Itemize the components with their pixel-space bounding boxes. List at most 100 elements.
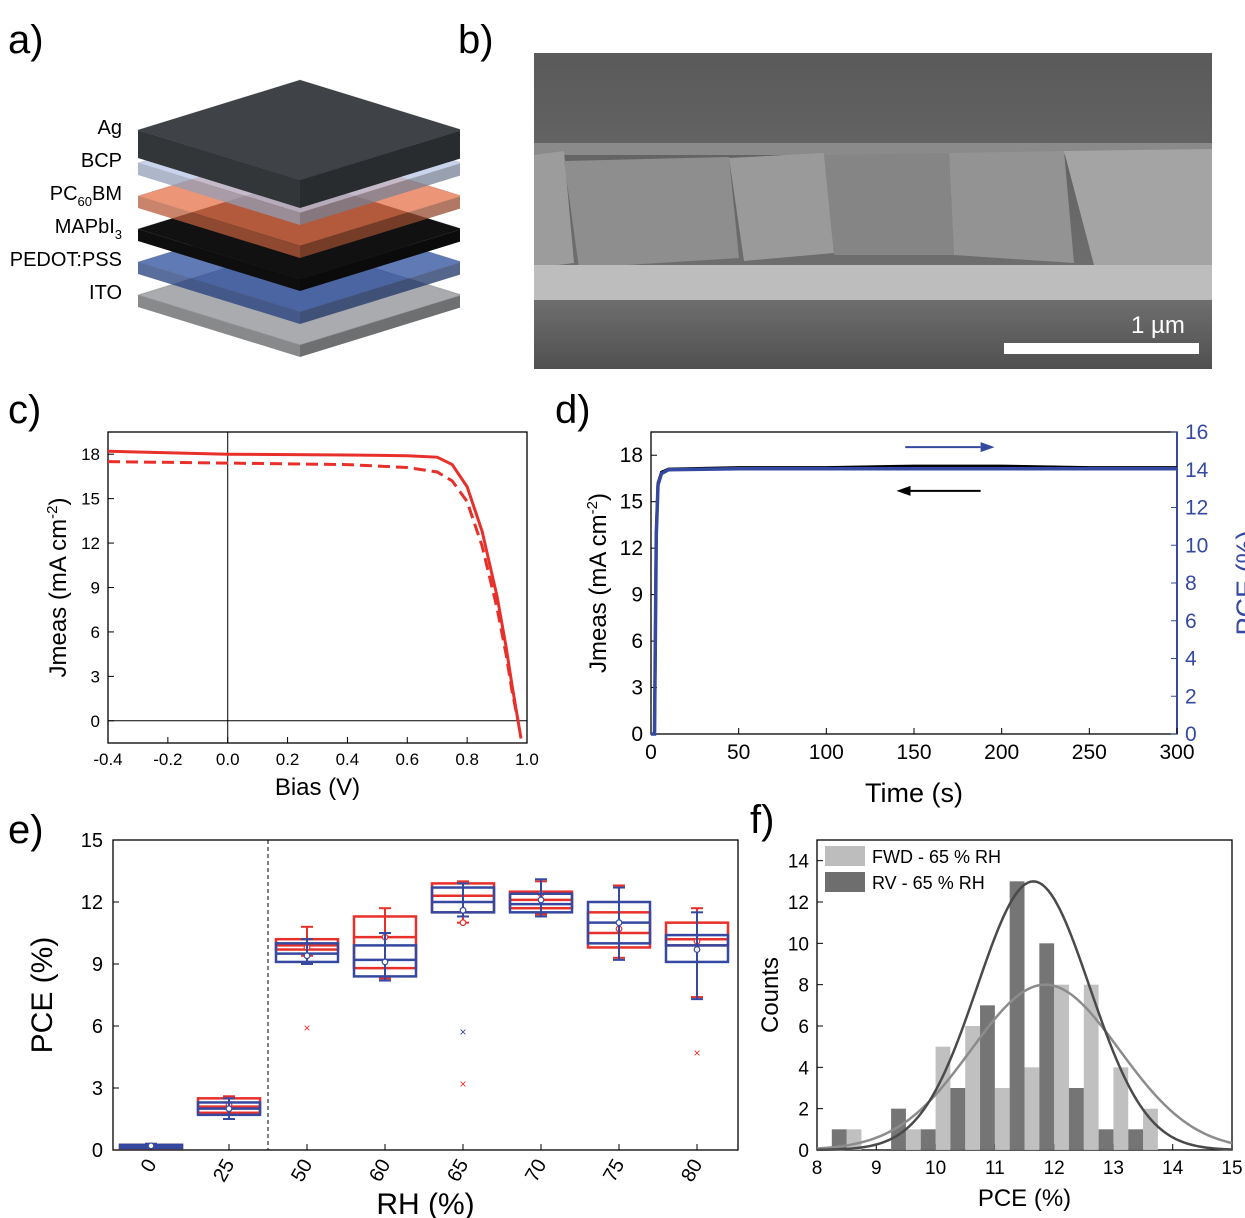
legend-swatch-fwd bbox=[825, 846, 865, 866]
outlier-red: × bbox=[693, 1046, 700, 1060]
y-axis-title: Jmeas (mA cm-2) bbox=[584, 493, 612, 673]
y-tick-label: 10 bbox=[788, 934, 809, 955]
y-tick-label: 12 bbox=[788, 893, 809, 914]
panel-label-a: a) bbox=[8, 18, 44, 62]
y2-tick-label: 0 bbox=[1185, 723, 1197, 746]
histogram-bar-dark bbox=[1068, 1088, 1084, 1150]
y-tick-label: 8 bbox=[798, 976, 809, 997]
y-tick-label: 0 bbox=[92, 1140, 103, 1162]
y2-tick-label: 10 bbox=[1185, 534, 1208, 557]
x-tick-label: 12 bbox=[1044, 1158, 1065, 1179]
layer-label-0: Ag bbox=[98, 117, 122, 139]
y-tick-label: 6 bbox=[92, 1016, 103, 1038]
y-tick-label: 15 bbox=[81, 490, 100, 509]
histogram-bar-light bbox=[905, 1129, 921, 1150]
x-tick-label: 10 bbox=[925, 1158, 946, 1179]
y-tick-label: 4 bbox=[798, 1058, 809, 1079]
x-tick-label: 50 bbox=[287, 1156, 317, 1186]
y2-tick-label: 2 bbox=[1185, 685, 1197, 708]
x-axis-title: Bias (V) bbox=[275, 774, 360, 801]
layer-label-suffix: BM bbox=[92, 183, 122, 205]
x-tick-label: -0.4 bbox=[93, 750, 122, 769]
x-tick-label: 0.2 bbox=[276, 750, 300, 769]
y-tick-label: 3 bbox=[92, 1078, 103, 1100]
panel-label-b: b) bbox=[458, 18, 494, 62]
y-tick-label: 14 bbox=[788, 852, 810, 873]
substrate-layer bbox=[534, 265, 1212, 300]
perovskite-grains bbox=[534, 149, 1212, 268]
gaussian-fit-rv bbox=[816, 880, 1233, 1152]
scale-bar-label: 1 µm bbox=[1131, 312, 1185, 339]
y2-tick-label: 8 bbox=[1185, 572, 1197, 595]
outlier-blue: × bbox=[459, 1025, 466, 1039]
histogram-bar-dark bbox=[1039, 943, 1055, 1150]
x-tick-label: 250 bbox=[1072, 741, 1107, 764]
x-axis-title: RH (%) bbox=[376, 1188, 474, 1218]
layer-side-right-4 bbox=[300, 262, 460, 324]
y-tick-label: 9 bbox=[91, 579, 100, 598]
y-tick-label: 12 bbox=[620, 537, 643, 560]
panel-label-e: e) bbox=[8, 808, 44, 852]
x-tick-label: 8 bbox=[812, 1158, 823, 1179]
y-tick-label: 9 bbox=[631, 584, 643, 607]
box-mean-blue bbox=[615, 919, 623, 927]
layer-label-4: PEDOT:PSS bbox=[10, 249, 122, 271]
legend-label-rv: RV - 65 % RH bbox=[872, 873, 985, 893]
layer-side-right-3 bbox=[300, 229, 460, 291]
histogram-bar-dark bbox=[920, 1129, 936, 1150]
x-tick-label: 9 bbox=[871, 1158, 882, 1179]
plot-frame bbox=[650, 431, 1178, 735]
layer-side-left-1 bbox=[138, 163, 300, 225]
histogram-bar-light bbox=[1143, 1108, 1158, 1150]
legend-label-fwd: FWD - 65 % RH bbox=[872, 847, 1001, 867]
outlier-red: × bbox=[303, 1021, 310, 1035]
x-axis-title: Time (s) bbox=[865, 778, 963, 808]
layer-side-right-2 bbox=[300, 196, 460, 258]
y2-tick-label: 16 bbox=[1185, 421, 1208, 444]
y-tick-label: 3 bbox=[631, 677, 643, 700]
y-tick-label: 15 bbox=[81, 830, 103, 852]
x-tick-label: 200 bbox=[984, 741, 1019, 764]
y-tick-label: 9 bbox=[92, 954, 103, 976]
y-tick-label: 15 bbox=[620, 491, 643, 514]
box-mean-blue bbox=[303, 952, 311, 960]
jmeas-trace bbox=[651, 464, 1177, 736]
y-tick-label: 3 bbox=[91, 667, 100, 686]
x-tick-label: 1.0 bbox=[515, 750, 539, 769]
histogram-bar-dark bbox=[1009, 881, 1025, 1150]
y-axis-title: PCE (%) bbox=[26, 937, 59, 1054]
legend-swatch-rv bbox=[825, 872, 865, 892]
y-tick-label: 18 bbox=[620, 444, 643, 467]
box-mean-blue bbox=[693, 946, 701, 953]
x-tick-label: 100 bbox=[809, 741, 844, 764]
y-tick-label: 18 bbox=[81, 445, 100, 464]
layer-label-1: BCP bbox=[81, 150, 122, 172]
sem-cross-section: 1 µm bbox=[534, 53, 1212, 369]
histogram-bar-dark bbox=[980, 1005, 995, 1150]
histogram-bar-dark bbox=[1098, 1129, 1114, 1150]
y-tick-label: 6 bbox=[91, 623, 100, 642]
histogram-bar-dark bbox=[950, 1088, 966, 1150]
layer-side-left-0 bbox=[138, 130, 300, 208]
device-stack-diagram: ITO PEDOT:PSS MAPbI3 PC60BM BCP Ag bbox=[10, 79, 460, 357]
jv-curve-dashed bbox=[107, 460, 520, 722]
y-axis-title-sup: -2 bbox=[44, 505, 61, 518]
y-axis-title: Counts bbox=[757, 957, 784, 1033]
y-tick-label: 2 bbox=[798, 1100, 809, 1121]
y-axis-title-sup: -2 bbox=[584, 501, 601, 514]
layer-label-subscript: 3 bbox=[115, 227, 122, 242]
x-tick-label: 50 bbox=[727, 741, 750, 764]
histogram-bar-light bbox=[1113, 1067, 1129, 1150]
x-tick-label: -0.2 bbox=[153, 750, 182, 769]
panel-label-f: f) bbox=[750, 798, 775, 842]
x-tick-label: 75 bbox=[599, 1156, 629, 1186]
box-mean-blue bbox=[225, 1105, 233, 1113]
y2-tick-label: 4 bbox=[1185, 648, 1197, 671]
arrow-pce-head bbox=[980, 442, 995, 453]
box-mean-blue bbox=[381, 958, 389, 966]
x-tick-label: 0 bbox=[645, 741, 657, 764]
x-tick-label: 11 bbox=[985, 1158, 1005, 1179]
box-mean-blue bbox=[459, 906, 467, 914]
x-tick-label: 300 bbox=[1159, 741, 1194, 764]
y-tick-label: 0 bbox=[798, 1141, 809, 1162]
